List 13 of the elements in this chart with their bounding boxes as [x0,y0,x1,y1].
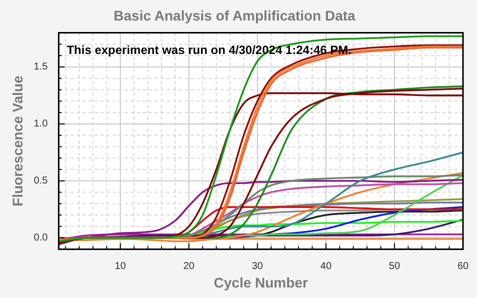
y-tick-label: 0.0 [34,232,48,244]
x-tick-label: 40 [320,260,332,272]
x-tick-label: 60 [457,260,469,272]
chart-title: Basic Analysis of Amplification Data [114,7,356,24]
y-axis-title: Fluorescence Value [9,75,26,206]
x-tick-label: 50 [388,260,400,272]
y-tick-label: 1.5 [34,62,48,73]
x-tick-label: 10 [114,260,126,272]
x-tick-label: 30 [252,260,264,272]
y-tick-label: 1.0 [34,118,48,130]
y-tick-label: 0.5 [34,176,48,187]
x-tick-label: 20 [183,260,195,272]
x-axis-title: Cycle Number [214,274,308,290]
